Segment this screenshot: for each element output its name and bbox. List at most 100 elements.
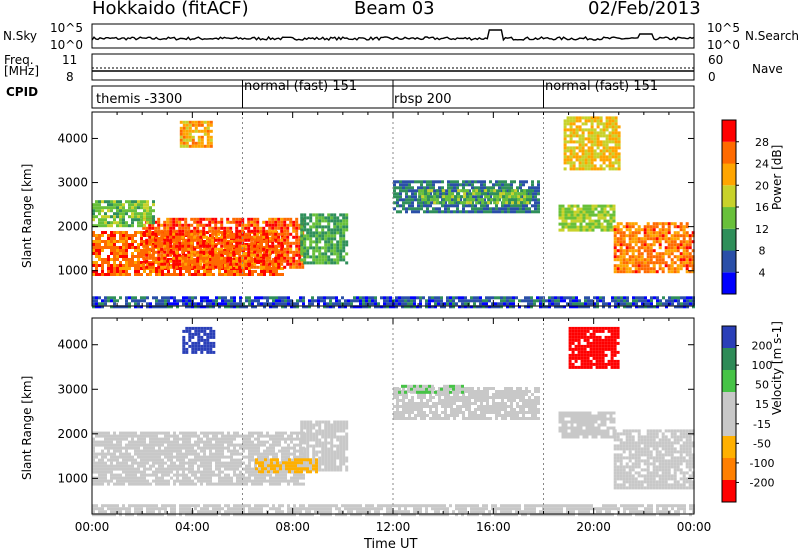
- data-cell: [661, 261, 665, 265]
- data-cell: [212, 431, 215, 435]
- data-cell: [164, 473, 167, 477]
- data-cell: [107, 464, 110, 468]
- data-cell: [172, 256, 176, 260]
- data-cell: [306, 255, 310, 259]
- data-cell: [182, 479, 185, 483]
- data-cell: [362, 299, 365, 303]
- data-cell: [608, 164, 612, 168]
- data-cell: [641, 305, 644, 309]
- data-cell: [196, 238, 200, 242]
- data-cell: [470, 296, 473, 300]
- data-cell: [125, 464, 128, 468]
- data-cell: [685, 255, 689, 259]
- data-cell: [166, 247, 170, 251]
- data-cell: [101, 246, 104, 249]
- data-cell: [251, 446, 254, 450]
- data-cell: [119, 446, 122, 450]
- data-cell: [359, 296, 362, 300]
- data-cell: [628, 249, 632, 253]
- data-cell: [603, 204, 607, 208]
- data-cell: [652, 237, 656, 241]
- data-cell: [573, 213, 577, 217]
- data-cell: [218, 431, 221, 435]
- data-cell: [339, 222, 343, 226]
- data-cell: [173, 455, 176, 459]
- data-cell: [263, 473, 266, 477]
- data-cell: [166, 253, 170, 257]
- data-cell: [257, 467, 260, 471]
- data-cell: [259, 250, 263, 254]
- data-cell: [134, 206, 137, 210]
- data-cell: [218, 470, 221, 474]
- data-cell: [281, 299, 284, 303]
- data-cell: [157, 241, 161, 245]
- data-cell: [188, 479, 191, 483]
- data-cell: [637, 231, 641, 235]
- data-cell: [389, 305, 392, 309]
- data-cell: [98, 240, 101, 243]
- data-cell: [295, 223, 299, 227]
- data-cell: [508, 189, 512, 193]
- data-cell: [239, 452, 242, 456]
- data-cell: [561, 228, 565, 232]
- data-cell: [146, 206, 149, 210]
- data-cell: [178, 259, 182, 263]
- data-cell: [295, 244, 299, 248]
- colorbar-segment: [722, 272, 736, 295]
- data-cell: [190, 247, 194, 251]
- data-cell: [649, 225, 653, 229]
- data-cell: [128, 434, 131, 438]
- data-cell: [614, 158, 618, 162]
- data-cell: [275, 267, 278, 270]
- data-cell: [101, 467, 104, 471]
- data-cell: [602, 296, 605, 300]
- data-cell: [513, 204, 516, 208]
- data-cell: [566, 140, 570, 144]
- data-cell: [170, 446, 173, 450]
- data-cell: [599, 167, 603, 171]
- data-cell: [525, 207, 528, 211]
- data-cell: [440, 299, 443, 303]
- data-cell: [417, 204, 420, 208]
- data-cell: [140, 437, 143, 441]
- data-cell: [590, 158, 594, 162]
- data-cell: [140, 243, 143, 246]
- data-cell: [226, 250, 230, 254]
- data-cell: [480, 180, 483, 184]
- data-cell: [298, 256, 302, 260]
- data-cell: [474, 195, 477, 199]
- data-cell: [456, 180, 459, 184]
- data-cell: [298, 241, 302, 245]
- data-cell: [295, 265, 299, 269]
- data-cell: [593, 302, 596, 306]
- data-cell: [218, 437, 221, 441]
- data-cell: [434, 296, 437, 300]
- data-cell: [110, 246, 113, 249]
- data-cell: [591, 219, 595, 223]
- data-cell: [401, 299, 404, 303]
- data-cell: [436, 192, 440, 196]
- data-cell: [95, 246, 98, 249]
- data-cell: [179, 138, 183, 142]
- data-cell: [137, 218, 140, 222]
- data-cell: [163, 262, 167, 266]
- data-cell: [95, 215, 98, 219]
- data-cell: [332, 305, 335, 309]
- data-cell: [631, 264, 635, 268]
- data-cell: [655, 240, 659, 244]
- data-cell: [116, 273, 119, 276]
- data-cell: [233, 458, 236, 462]
- data-cell: [317, 299, 320, 303]
- data-cell: [308, 302, 311, 306]
- data-cell: [479, 299, 482, 303]
- data-cell: [617, 164, 621, 168]
- data-cell: [179, 120, 183, 124]
- data-cell: [507, 210, 510, 214]
- data-cell: [292, 259, 296, 263]
- data-cell: [646, 222, 650, 226]
- data-cell: [104, 473, 107, 477]
- data-cell: [417, 186, 420, 190]
- data-cell: [327, 231, 331, 235]
- data-cell: [182, 467, 185, 471]
- data-cell: [608, 305, 611, 309]
